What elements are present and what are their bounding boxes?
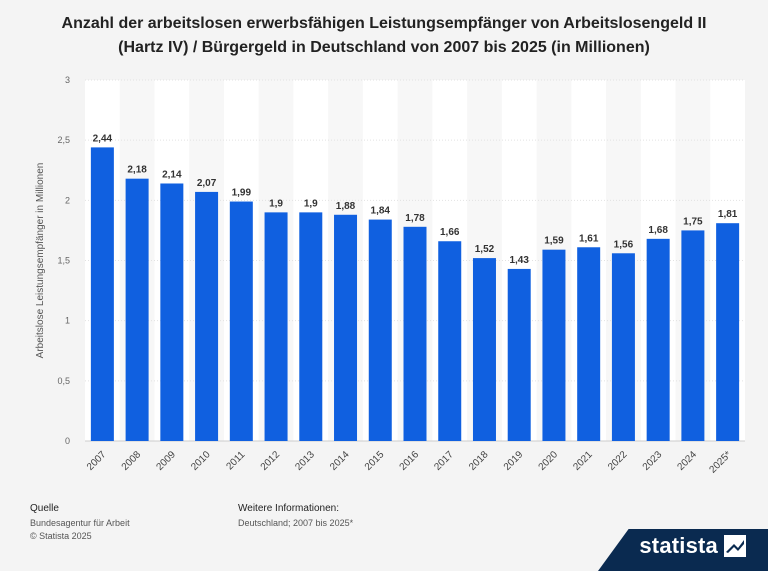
bar-value-label: 1,75 [683, 216, 703, 227]
x-tick-label: 2017 [432, 449, 456, 473]
x-tick-label: 2008 [120, 449, 144, 473]
x-tick-label: 2011 [224, 449, 247, 472]
x-tick-label: 2013 [293, 449, 317, 473]
bar-value-label: 1,99 [232, 188, 252, 199]
chart-title: Anzahl der arbeitslosen erwerbsfähigen L… [61, 15, 707, 56]
bar-value-label: 1,78 [405, 213, 425, 224]
bar [542, 249, 566, 441]
y-tick-label: 2,5 [57, 135, 70, 145]
bar [403, 226, 427, 441]
bar-value-label: 2,44 [93, 133, 113, 144]
bar-value-label: 1,52 [475, 244, 495, 255]
bar-value-label: 1,61 [579, 233, 599, 244]
y-tick-label: 1 [65, 316, 70, 326]
source-line-2: © Statista 2025 [30, 531, 92, 541]
bar-value-label: 1,84 [371, 206, 391, 217]
x-tick-label: 2021 [571, 449, 595, 473]
x-tick-label: 2007 [85, 449, 109, 473]
x-tick-label: 2009 [154, 449, 178, 473]
bar-value-label: 1,88 [336, 201, 356, 212]
statista-logo[interactable]: statista [639, 533, 746, 559]
bar-value-label: 2,14 [162, 169, 182, 180]
x-tick-label: 2023 [641, 449, 665, 473]
bar [507, 268, 531, 441]
y-tick-label: 0 [65, 436, 70, 446]
x-tick-label: 2016 [398, 449, 422, 473]
bar-value-label: 1,81 [718, 209, 738, 220]
source-label: Quelle [30, 503, 59, 514]
x-tick-label: 2010 [189, 449, 213, 473]
bar [716, 223, 740, 441]
bar [368, 219, 392, 441]
brand-name: statista [639, 533, 718, 558]
y-tick-label: 3 [65, 75, 70, 85]
statista-logo-icon [724, 535, 746, 557]
bar [195, 191, 219, 441]
bar [160, 183, 184, 441]
y-tick-label: 1,5 [57, 256, 70, 266]
bar-value-label: 2,18 [127, 165, 147, 176]
y-tick-label: 0,5 [57, 376, 70, 386]
bar [681, 230, 705, 441]
bar [334, 214, 358, 441]
x-tick-label: 2024 [676, 449, 700, 473]
bar-value-label: 1,9 [269, 198, 283, 209]
bar-value-label: 1,9 [304, 198, 318, 209]
bar [611, 253, 635, 441]
x-tick-label: 2012 [259, 449, 283, 473]
bar-value-label: 2,07 [197, 178, 217, 189]
x-tick-label: 2015 [363, 449, 387, 473]
x-tick-label: 2025* [707, 449, 733, 475]
source-line-1: Bundesagentur für Arbeit [30, 518, 130, 528]
bar [438, 241, 462, 441]
bar [577, 247, 601, 441]
bar-value-label: 1,66 [440, 227, 460, 238]
y-axis-title: Arbeitslose Leistungsempfänger in Millio… [35, 163, 46, 359]
bar [264, 212, 288, 441]
bar-value-label: 1,43 [509, 255, 529, 266]
bar [125, 178, 149, 441]
x-tick-label: 2018 [467, 449, 491, 473]
bar [299, 212, 323, 441]
x-tick-label: 2019 [502, 449, 526, 473]
info-label: Weitere Informationen: [238, 503, 339, 514]
bar-value-label: 1,56 [614, 239, 634, 250]
x-tick-label: 2014 [328, 449, 352, 473]
bar [646, 238, 670, 441]
x-tick-label: 2020 [537, 449, 561, 473]
bar-value-label: 1,68 [648, 225, 668, 236]
info-line-1: Deutschland; 2007 bis 2025* [238, 518, 354, 528]
y-tick-label: 2 [65, 195, 70, 205]
x-tick-label: 2022 [606, 449, 630, 473]
bar [229, 201, 253, 441]
bar-value-label: 1,59 [544, 236, 564, 247]
bar [90, 147, 114, 442]
bar [472, 258, 496, 441]
